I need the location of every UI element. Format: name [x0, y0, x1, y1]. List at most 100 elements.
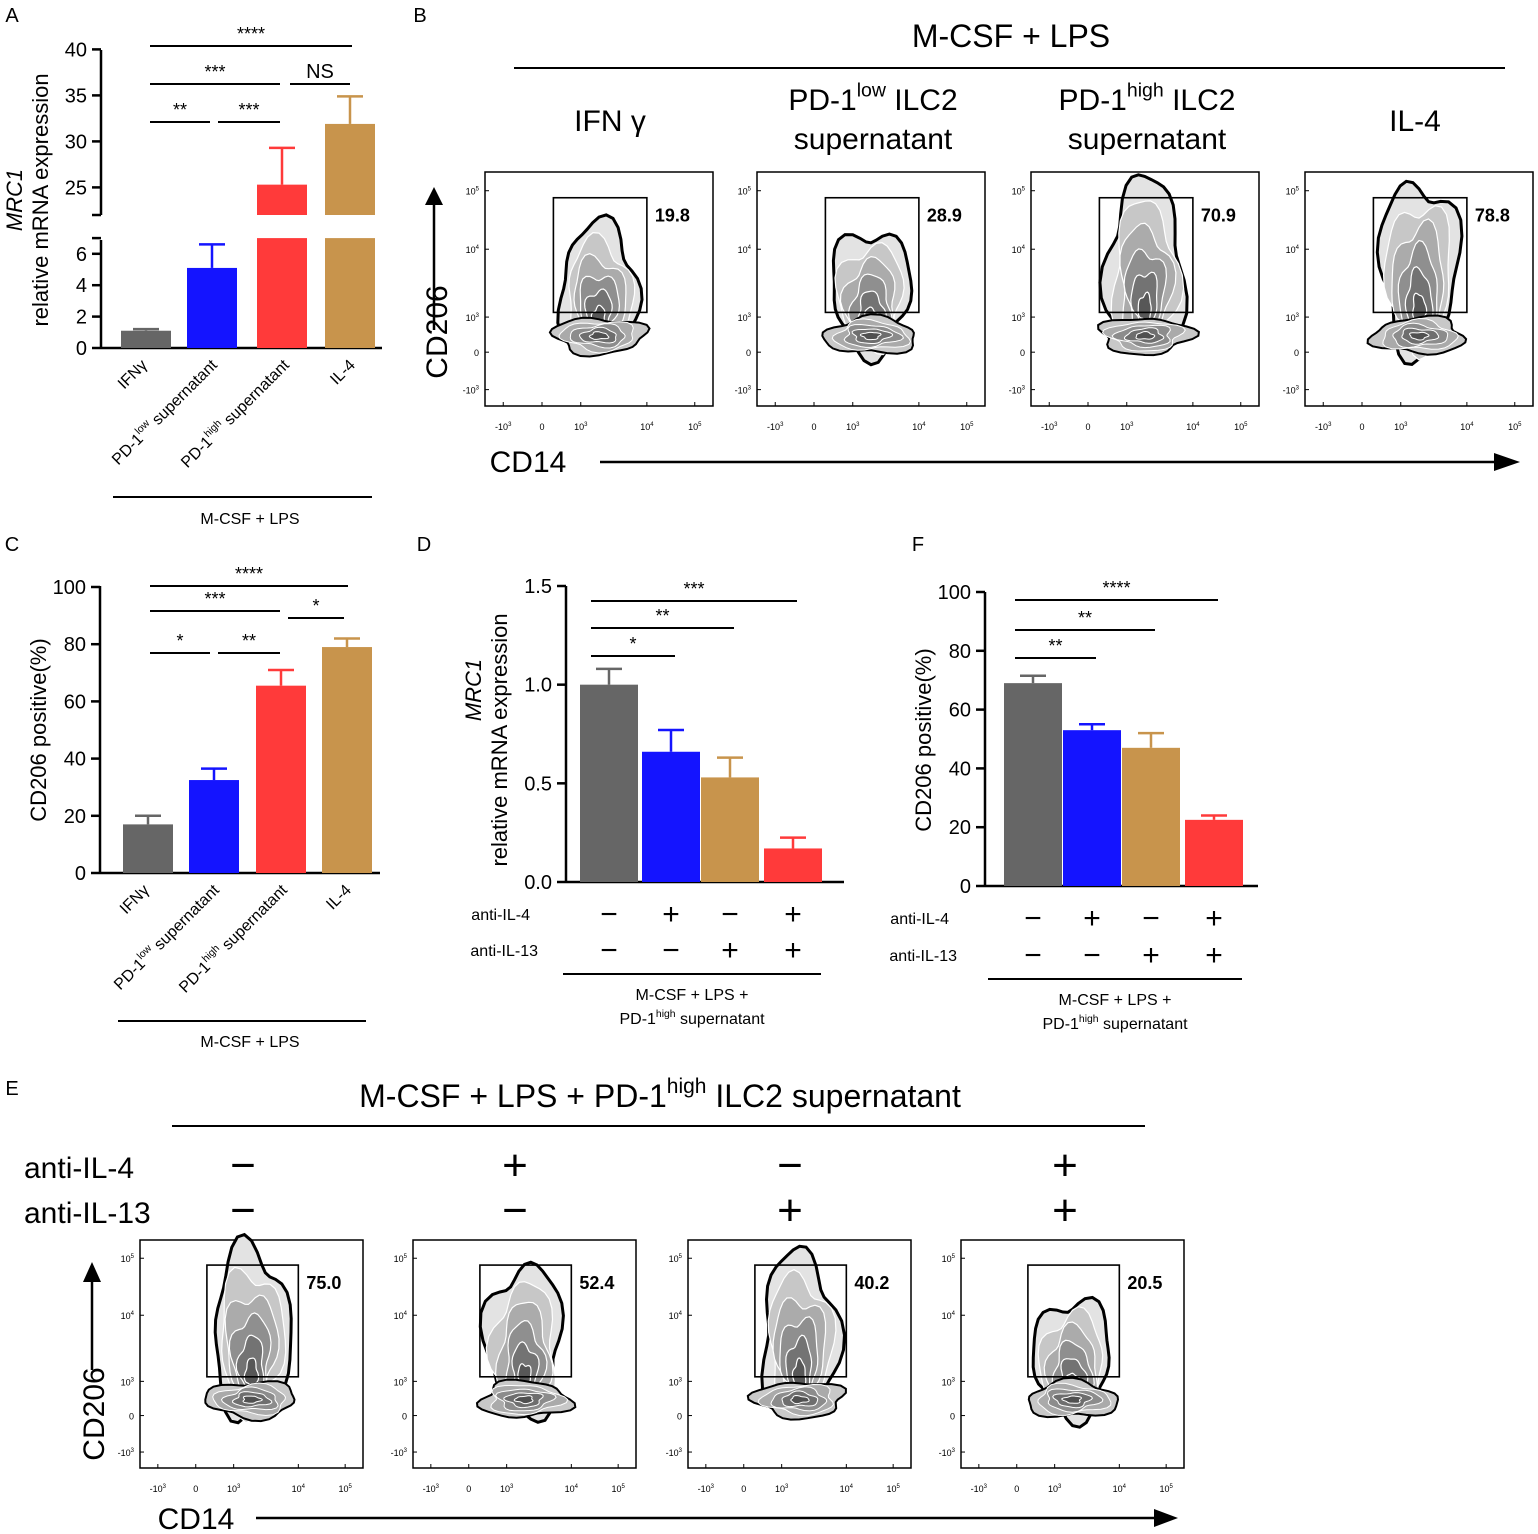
tick-exp: 3: [1296, 386, 1300, 392]
panel-label-e: E: [5, 1078, 18, 1100]
tick-exp: 5: [404, 1254, 408, 1260]
y-tick-label: 0: [76, 338, 87, 360]
gate-box: [824, 196, 920, 314]
gate-box: [1027, 1264, 1121, 1378]
bar: [580, 684, 638, 882]
significance-label: *: [176, 631, 183, 651]
tick-base: -10: [735, 386, 748, 396]
suffix: supernatant: [216, 881, 291, 956]
tick-exp: 3: [952, 1448, 956, 1454]
title-part: M-CSF + LPS +: [359, 1078, 594, 1114]
tick-exp: 5: [348, 1484, 352, 1490]
tick-base: 10: [1286, 187, 1296, 197]
y-tick-label: 105: [738, 187, 752, 197]
pd1-text: PD-1: [1042, 1016, 1079, 1033]
y-axis-label: relative mRNA expression: [487, 613, 512, 866]
x-tick-label: 104: [840, 1484, 854, 1494]
plus-sign: +: [721, 934, 739, 967]
condition-il4: IL-4: [1389, 105, 1441, 138]
density-contour: [790, 1394, 810, 1405]
y-tick-label: 25: [65, 177, 87, 199]
x-tick-label: 103: [1048, 1484, 1062, 1494]
bar: [121, 330, 171, 348]
tick-base: 0: [1020, 348, 1025, 358]
panel-label-c: C: [5, 534, 19, 556]
title-part: PD-1: [594, 1078, 667, 1114]
minus-sign: −: [600, 898, 618, 931]
tick-base: 0: [193, 1484, 198, 1494]
significance-label: ***: [204, 589, 225, 609]
y-axis-label: CD206: [78, 1367, 111, 1460]
minus-sign: −: [1024, 939, 1042, 972]
tick-base: 10: [611, 1484, 621, 1494]
x-tick-label: -103: [495, 422, 512, 432]
bar: [322, 647, 372, 873]
x-tick-label: 0: [539, 422, 544, 432]
tick-base: 0: [1294, 348, 1299, 358]
gate-box: [754, 1264, 848, 1378]
y-tick-label: 105: [394, 1254, 408, 1264]
significance-label: ***: [238, 100, 259, 120]
bar: [256, 685, 306, 873]
tick-exp: 4: [679, 1311, 683, 1317]
y-tick-label: 103: [738, 313, 752, 323]
tick-base: 10: [1286, 245, 1296, 255]
x-tick-label: 105: [688, 422, 702, 432]
tick-exp: 4: [1470, 422, 1474, 428]
superscript: high: [656, 1009, 676, 1020]
tick-exp: 5: [476, 187, 480, 193]
x-tick-label: 0: [466, 1484, 471, 1494]
minus-sign: −: [1083, 939, 1101, 972]
minus-sign: −: [502, 1186, 528, 1235]
tick-exp: 5: [1244, 422, 1248, 428]
gate-percentage: 78.8: [1475, 206, 1510, 226]
tick-base: 10: [394, 1377, 404, 1387]
tick-base: 10: [574, 422, 584, 432]
y-tick-label: 0: [474, 348, 479, 358]
significance-label: ***: [683, 579, 704, 599]
x-tick-label: IFNγ: [115, 357, 151, 393]
tick-exp: 4: [1296, 245, 1300, 251]
minus-sign: −: [1024, 902, 1042, 935]
y-tick-label: 104: [466, 245, 480, 255]
tick-base: 10: [500, 1484, 510, 1494]
tick-exp: 5: [748, 187, 752, 193]
tick-exp: 5: [1169, 1484, 1173, 1490]
superscript: low: [857, 80, 887, 102]
tick-exp: 3: [1328, 422, 1332, 428]
tick-base: -10: [1283, 386, 1296, 396]
minus-sign: −: [230, 1186, 256, 1235]
group-label: M-CSF + LPS +: [636, 987, 749, 1004]
tick-exp: 3: [952, 1377, 956, 1383]
pd1-label: PD-1high supernatant: [175, 880, 292, 997]
gate-box: [206, 1264, 300, 1378]
tick-base: 10: [1048, 1484, 1058, 1494]
tick-base: 0: [129, 1412, 134, 1422]
tick-base: 10: [1012, 187, 1022, 197]
bar-lower-segment: [325, 238, 375, 348]
group-label: M-CSF + LPS: [200, 511, 299, 528]
tick-exp: 5: [1296, 187, 1300, 193]
tick-base: 10: [1394, 422, 1404, 432]
tick-base: 10: [688, 422, 698, 432]
y-tick-label: 4: [76, 275, 87, 297]
tick-exp: 3: [476, 313, 480, 319]
tick-base: -10: [939, 1448, 952, 1458]
density-contour: [1061, 1395, 1082, 1404]
tick-base: 10: [292, 1484, 302, 1494]
y-tick-label: 80: [64, 634, 86, 656]
tick-exp: 3: [1130, 422, 1134, 428]
tick-base: 10: [466, 313, 476, 323]
tick-base: 0: [1014, 1484, 1019, 1494]
tick-base: -10: [423, 1484, 436, 1494]
y-tick-label: 0: [129, 1412, 134, 1422]
plus-sign: +: [1052, 1186, 1078, 1235]
bar: [189, 780, 239, 873]
x-axis-label: CD14: [158, 1503, 235, 1534]
tick-base: -10: [698, 1484, 711, 1494]
y-tick-label: 6: [76, 244, 87, 266]
significance-label: ****: [237, 24, 265, 44]
x-tick-label: -103: [423, 1484, 440, 1494]
condition-label: supernatant: [1068, 123, 1227, 156]
